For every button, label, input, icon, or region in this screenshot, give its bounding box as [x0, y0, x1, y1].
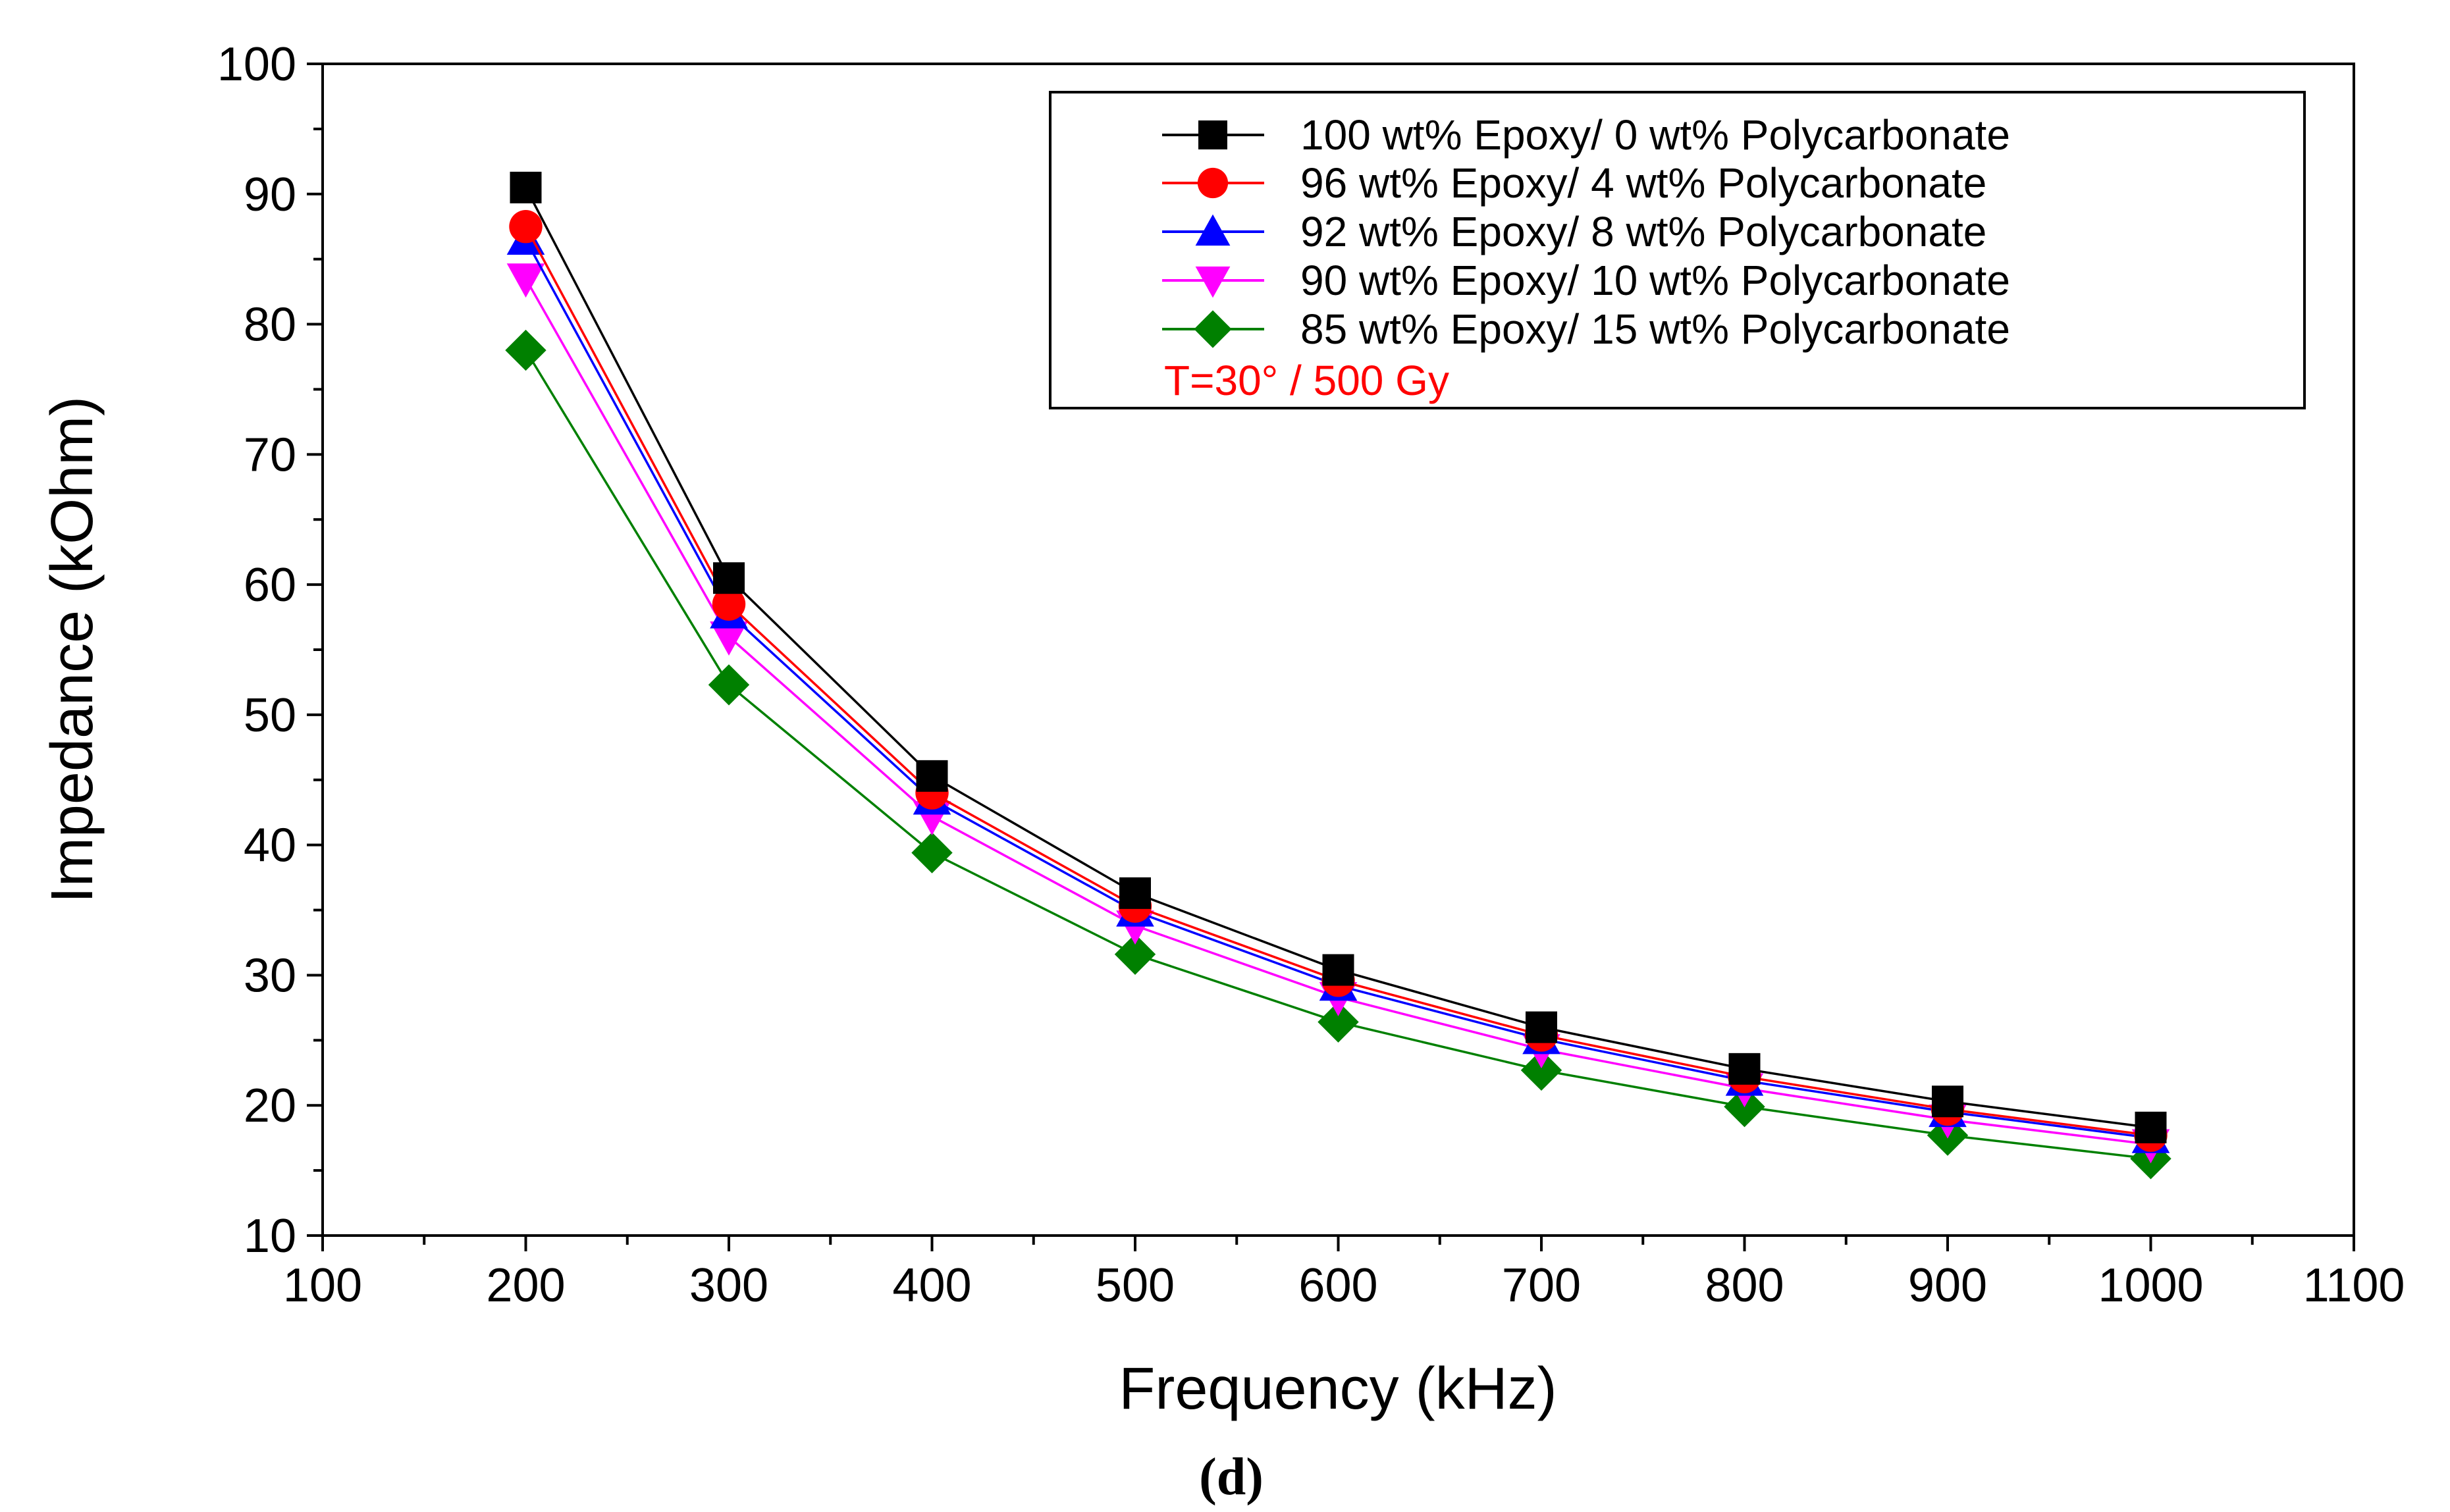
data-point-square: [713, 562, 745, 594]
legend-item: 85 wt% Epoxy/ 15 wt% Polycarbonate: [1162, 305, 2010, 353]
x-axis-title: Frequency (kHz): [1119, 1356, 1557, 1422]
y-tick-label: 100: [217, 38, 296, 91]
legend-marker-triangle-down: [1195, 266, 1231, 298]
legend-note: T=30° / 500 Gy: [1164, 357, 1449, 404]
data-point-square: [1322, 954, 1354, 986]
y-tick-label: 80: [244, 299, 296, 352]
legend-item: 96 wt% Epoxy/ 4 wt% Polycarbonate: [1162, 159, 1986, 207]
series-5: [505, 329, 2171, 1180]
x-tick-label: 900: [1908, 1259, 1987, 1312]
legend-marker-circle: [1197, 167, 1229, 199]
legend-label: 100 wt% Epoxy/ 0 wt% Polycarbonate: [1300, 111, 2010, 159]
x-tick-label: 800: [1705, 1259, 1784, 1312]
y-tick-labels: 10 20 30 40 50 60 70 80 90 100: [217, 38, 296, 1263]
data-point-circle: [712, 587, 746, 621]
data-point-diamond: [911, 832, 953, 873]
data-point-triangle-down: [506, 263, 545, 298]
legend-marker-diamond: [1194, 310, 1232, 348]
x-tick-labels: 100 200 300 400 500 600 700 800 900 1000 1100: [283, 1259, 2405, 1312]
y-tick-label: 90: [244, 169, 296, 221]
x-tick-label: 300: [689, 1259, 768, 1312]
legend-marker-triangle-up: [1195, 214, 1231, 246]
x-tick-label: 500: [1096, 1259, 1175, 1312]
data-point-circle: [509, 210, 543, 244]
data-point-square: [1119, 877, 1151, 909]
legend-label: 96 wt% Epoxy/ 4 wt% Polycarbonate: [1300, 159, 1986, 207]
legend-item: 92 wt% Epoxy/ 8 wt% Polycarbonate: [1162, 208, 1986, 255]
data-point-diamond: [1318, 1001, 1359, 1043]
legend-marker-square: [1198, 120, 1227, 149]
data-point-square: [1932, 1085, 1963, 1118]
data-point-triangle-down: [710, 621, 748, 656]
data-point-square: [510, 171, 542, 203]
data-point-diamond: [1114, 933, 1156, 975]
y-tick-label: 10: [244, 1210, 296, 1263]
x-tick-label: 700: [1502, 1259, 1581, 1312]
x-tick-label: 600: [1298, 1259, 1377, 1312]
x-tick-label: 100: [283, 1259, 362, 1312]
x-tick-label: 1100: [2303, 1259, 2405, 1312]
data-point-square: [2135, 1111, 2167, 1143]
y-tick-label: 30: [244, 949, 296, 1002]
figure-caption: (d): [1199, 1448, 1264, 1506]
legend-item: 90 wt% Epoxy/ 10 wt% Polycarbonate: [1162, 257, 2010, 304]
legend-label: 85 wt% Epoxy/ 15 wt% Polycarbonate: [1300, 305, 2010, 353]
data-point-square: [1728, 1053, 1761, 1085]
y-axis-title: Impedance (kOhm): [40, 396, 105, 903]
x-tick-label: 200: [486, 1259, 565, 1312]
data-point-diamond: [1520, 1049, 1562, 1091]
x-tick-label: 400: [892, 1259, 971, 1312]
legend-item: 100 wt% Epoxy/ 0 wt% Polycarbonate: [1162, 111, 2010, 159]
y-tick-label: 60: [244, 559, 296, 612]
axis-ticks: [307, 63, 2355, 1251]
y-tick-label: 40: [244, 820, 296, 872]
series-1: [510, 171, 2167, 1143]
data-point-diamond: [708, 664, 750, 706]
y-tick-label: 50: [244, 689, 296, 742]
data-point-diamond: [505, 329, 546, 371]
legend-label: 90 wt% Epoxy/ 10 wt% Polycarbonate: [1300, 257, 2010, 304]
y-tick-label: 70: [244, 429, 296, 481]
data-point-square: [916, 760, 948, 792]
y-tick-label: 20: [244, 1080, 296, 1132]
series-layer: [505, 171, 2171, 1180]
data-point-square: [1526, 1011, 1557, 1043]
legend-label: 92 wt% Epoxy/ 8 wt% Polycarbonate: [1300, 208, 1986, 255]
legend-box: [1049, 91, 2306, 409]
x-tick-label: 1000: [2098, 1259, 2203, 1312]
